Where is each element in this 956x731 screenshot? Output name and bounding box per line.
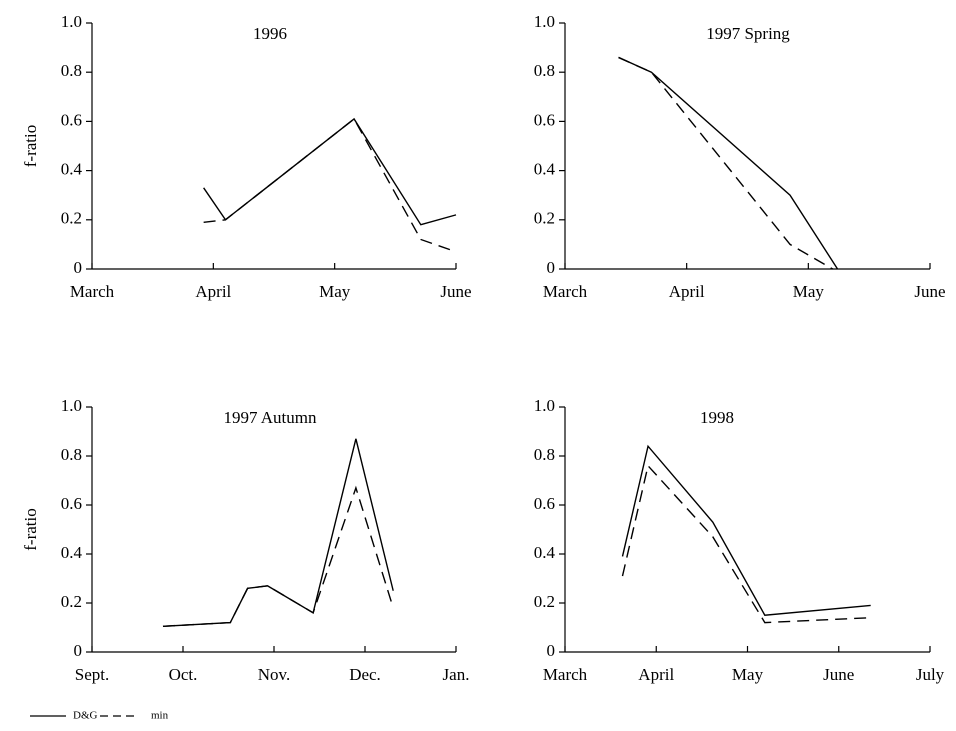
x-tick-label: Jan. <box>443 665 470 684</box>
data-line <box>162 485 394 627</box>
y-tick-label: 1.0 <box>534 12 555 31</box>
x-tick-label: Sept. <box>75 665 109 684</box>
data-line <box>162 438 394 627</box>
chart-title: 1996 <box>253 24 287 43</box>
y-tick-label: 1.0 <box>534 396 555 415</box>
y-tick-label: 0.6 <box>61 110 82 129</box>
y-tick-label: 0.8 <box>534 445 555 464</box>
y-tick-label: 0.8 <box>61 445 82 464</box>
data-line <box>203 117 457 253</box>
x-tick-label: June <box>823 665 854 684</box>
y-tick-label: 0.2 <box>61 592 82 611</box>
x-tick-label: Dec. <box>349 665 381 684</box>
data-line <box>203 117 457 226</box>
x-tick-label: May <box>732 665 764 684</box>
data-line <box>621 444 871 616</box>
y-tick-label: 0.4 <box>534 543 556 562</box>
y-tick-label: 1.0 <box>61 12 82 31</box>
y-axis-label: f-ratio <box>21 125 40 167</box>
y-tick-label: 1.0 <box>61 396 82 415</box>
chart-title: 1997 Autumn <box>223 408 317 427</box>
y-tick-label: 0.8 <box>61 61 82 80</box>
y-tick-label: 0.6 <box>534 110 555 129</box>
x-tick-label: April <box>195 282 231 301</box>
chart-title: 1997 Spring <box>706 24 790 43</box>
y-tick-label: 0 <box>547 258 556 277</box>
y-tick-label: 0 <box>74 258 83 277</box>
data-line <box>621 464 871 624</box>
y-tick-label: 0.6 <box>61 494 82 513</box>
data-line <box>618 56 834 270</box>
legend-label: D&G <box>73 710 98 722</box>
x-tick-label: Nov. <box>258 665 290 684</box>
y-tick-label: 0.2 <box>61 209 82 228</box>
legend-label: min <box>151 710 169 722</box>
y-tick-label: 0.8 <box>534 61 555 80</box>
y-tick-label: 0.2 <box>534 209 555 228</box>
x-tick-label: May <box>793 282 825 301</box>
x-tick-label: Oct. <box>169 665 198 684</box>
x-tick-label: April <box>638 665 674 684</box>
x-tick-label: May <box>319 282 351 301</box>
y-tick-label: 0.4 <box>534 160 556 179</box>
x-tick-label: March <box>543 282 588 301</box>
y-tick-label: 0.4 <box>61 543 83 562</box>
legend: D&G min <box>30 710 169 722</box>
y-tick-label: 0 <box>547 641 556 660</box>
x-tick-label: July <box>916 665 945 684</box>
chart-title: 1998 <box>700 408 734 427</box>
x-tick-label: March <box>70 282 115 301</box>
x-tick-label: March <box>543 665 588 684</box>
x-tick-label: April <box>669 282 705 301</box>
y-tick-label: 0.4 <box>61 160 83 179</box>
y-tick-label: 0.2 <box>534 592 555 611</box>
x-tick-label: June <box>440 282 471 301</box>
y-tick-label: 0.6 <box>534 494 555 513</box>
x-tick-label: June <box>914 282 945 301</box>
y-axis-label: f-ratio <box>21 508 40 550</box>
data-line <box>618 56 839 270</box>
y-tick-label: 0 <box>74 641 83 660</box>
